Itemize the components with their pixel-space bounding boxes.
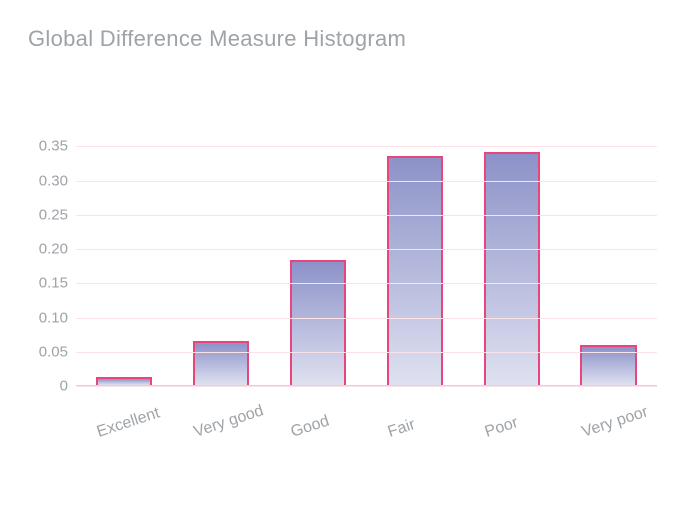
y-tick-label: 0.10 — [39, 309, 68, 326]
chart-area: 0 0.05 0.10 0.15 0.20 0.25 0.30 0.35 ExcellentV… — [24, 112, 665, 492]
y-tick-label: 0.25 — [39, 206, 68, 223]
grid-line — [76, 249, 657, 250]
plot-area — [76, 112, 657, 386]
y-tick-label: 0.35 — [39, 138, 68, 155]
y-tick-label: 0 — [60, 378, 68, 395]
y-tick-label: 0.30 — [39, 172, 68, 189]
bar — [193, 341, 249, 385]
x-tick-label: Very poor — [579, 421, 616, 510]
grid-line — [76, 318, 657, 319]
x-tick-label: Excellent — [95, 421, 132, 510]
x-tick-label: Good — [289, 421, 326, 510]
bar — [290, 260, 346, 385]
grid-line — [76, 181, 657, 182]
x-axis: ExcellentVery goodGoodFairPoorVery poor — [76, 402, 657, 492]
grid-line — [76, 283, 657, 284]
grid-line — [76, 215, 657, 216]
chart-title: Global Difference Measure Histogram — [28, 26, 665, 52]
x-tick-label: Poor — [483, 421, 520, 510]
bar — [96, 377, 152, 385]
bar — [387, 156, 443, 385]
grid-line — [76, 386, 657, 387]
grid-line — [76, 146, 657, 147]
x-tick-label: Very good — [192, 421, 229, 510]
y-tick-label: 0.05 — [39, 343, 68, 360]
chart-card: Global Difference Measure Histogram 0 0.0… — [0, 0, 689, 516]
y-tick-label: 0.15 — [39, 275, 68, 292]
grid-line — [76, 352, 657, 353]
y-axis: 0 0.05 0.10 0.15 0.20 0.25 0.30 0.35 — [24, 112, 72, 492]
bar — [484, 152, 540, 385]
y-tick-label: 0.20 — [39, 241, 68, 258]
x-tick-label: Fair — [386, 421, 423, 510]
